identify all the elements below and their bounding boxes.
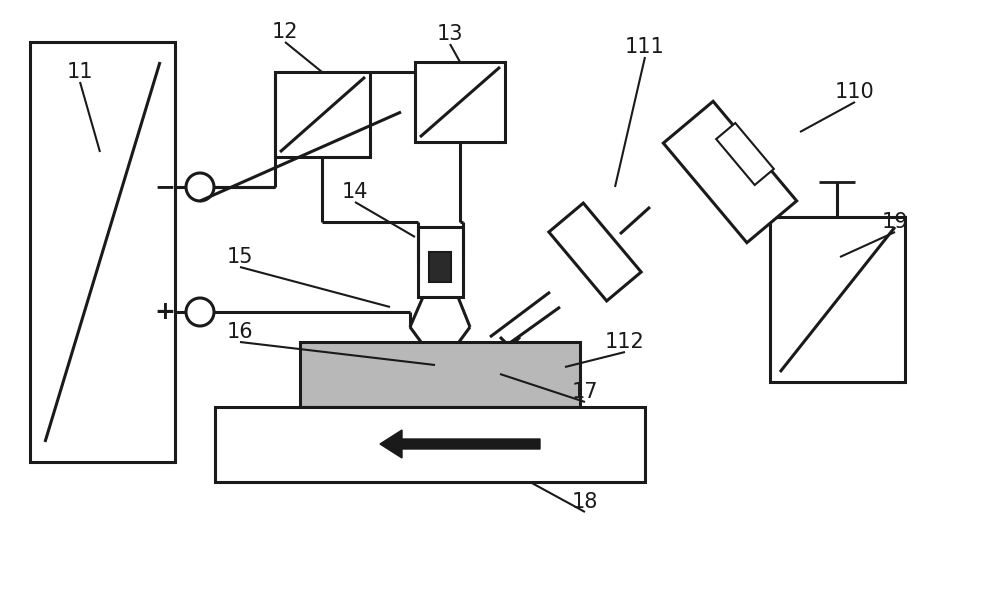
Bar [215,407,645,482]
Bar [429,252,451,282]
Text: 14: 14 [342,182,368,202]
Polygon shape [549,203,641,301]
Text: 112: 112 [605,332,645,352]
Text: 12: 12 [272,22,298,42]
Text: 15: 15 [227,247,253,267]
Bar [300,342,580,407]
Text: 13: 13 [437,24,463,44]
FancyArrow shape [380,430,540,458]
Text: 11: 11 [67,62,93,82]
Polygon shape [716,123,774,185]
Bar [418,227,463,297]
Text: 16: 16 [227,322,253,342]
Text: 111: 111 [625,37,665,57]
Polygon shape [663,101,797,243]
Text: 110: 110 [835,82,875,102]
Bar [415,62,505,142]
Bar [275,72,370,157]
Text: 19: 19 [882,212,908,232]
Text: −: − [154,175,176,199]
Bar [770,217,905,382]
Text: 17: 17 [572,382,598,402]
Bar [30,42,175,462]
Text: 18: 18 [572,492,598,512]
Text: +: + [155,300,175,324]
